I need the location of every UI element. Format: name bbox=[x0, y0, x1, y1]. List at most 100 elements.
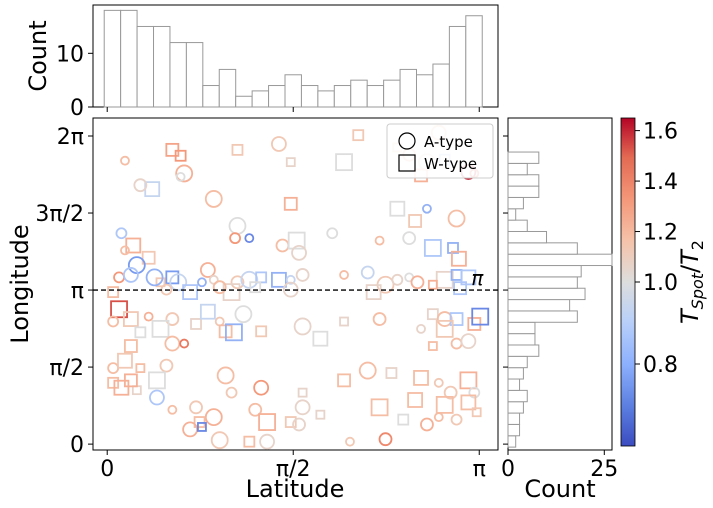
right-histogram-bar bbox=[507, 378, 521, 391]
scatter-point-a-type bbox=[253, 379, 270, 396]
top-histogram-bar bbox=[366, 85, 385, 108]
top-histogram-ylabel: Count bbox=[24, 20, 52, 91]
scatter-frame bbox=[92, 117, 499, 451]
scatter-point-a-type bbox=[122, 267, 139, 283]
scatter-point-a-type bbox=[447, 209, 466, 228]
scatter-point-a-type bbox=[189, 400, 203, 415]
scatter-point-w-type bbox=[426, 308, 439, 321]
scatter-point-w-type bbox=[460, 394, 477, 411]
scatter-point-w-type bbox=[297, 387, 308, 398]
scatter-point-w-type bbox=[249, 281, 262, 294]
y-tick-label: 2π bbox=[57, 125, 84, 150]
right-histogram-bar bbox=[507, 355, 528, 369]
scatter-point-a-type bbox=[229, 232, 242, 245]
scatter-point-w-type bbox=[148, 371, 166, 390]
top-histogram-bar bbox=[235, 95, 253, 108]
scatter-point-w-type bbox=[449, 312, 464, 326]
right-histogram: 0 25 Count bbox=[501, 117, 618, 503]
scatter-point-a-type bbox=[293, 317, 312, 336]
colorbar-label: TSpot/T2 bbox=[676, 240, 707, 324]
top-histogram-bar bbox=[415, 74, 434, 108]
scatter-point-a-type bbox=[275, 238, 290, 253]
scatter-point-a-type bbox=[374, 235, 385, 246]
top-y-tick-label: 0 bbox=[70, 96, 84, 121]
scatter-point-a-type bbox=[204, 408, 223, 427]
right-histogram-bar bbox=[507, 230, 548, 244]
scatter-point-a-type bbox=[345, 436, 355, 447]
top-histogram-bar bbox=[448, 25, 467, 108]
legend: A-type W-type bbox=[386, 123, 494, 179]
scatter-point-w-type bbox=[113, 379, 130, 396]
scatter-point-a-type bbox=[120, 245, 130, 256]
scatter-point-w-type bbox=[287, 231, 306, 250]
scatter-point-w-type bbox=[107, 286, 120, 298]
scatter-point-a-type bbox=[460, 333, 477, 350]
scatter-point-a-type bbox=[422, 203, 432, 214]
scatter-point-w-type bbox=[258, 413, 276, 431]
scatter-point-a-type bbox=[259, 433, 275, 450]
scatter-point-w-type bbox=[144, 181, 161, 198]
top-histogram-bar bbox=[268, 85, 286, 108]
scatter-point-w-type bbox=[370, 398, 389, 417]
right-histogram-bar bbox=[507, 310, 578, 323]
scatter-point-a-type bbox=[450, 413, 463, 426]
top-histogram-bar bbox=[333, 85, 352, 108]
legend-box bbox=[386, 123, 494, 179]
scatter-point-w-type bbox=[255, 271, 268, 284]
y-tick-label: π/2 bbox=[49, 356, 84, 381]
scatter-point-w-type bbox=[408, 214, 423, 228]
scatter-point-w-type bbox=[110, 300, 128, 319]
scatter-point-a-type bbox=[225, 386, 238, 399]
scatter-point-a-type bbox=[443, 385, 458, 400]
scatter-point-w-type bbox=[283, 196, 298, 211]
legend-square-marker bbox=[398, 154, 416, 172]
pi-reference-label: π bbox=[471, 266, 484, 290]
scatter-point-w-type bbox=[243, 435, 256, 448]
scatter-point-a-type bbox=[182, 421, 199, 438]
right-histogram-bar bbox=[507, 185, 540, 198]
scatter-point-w-type bbox=[451, 250, 467, 267]
scatter-point-w-type bbox=[427, 341, 438, 351]
scatter-point-a-type bbox=[433, 412, 444, 423]
right-histogram-bar bbox=[507, 287, 586, 301]
scatter-point-a-type bbox=[292, 417, 306, 432]
top-y-tick-label: 10 bbox=[56, 42, 84, 67]
right-x-tick-label: 25 bbox=[590, 457, 618, 482]
scatter-point-w-type bbox=[123, 339, 138, 353]
scatter-point-w-type bbox=[407, 392, 424, 408]
top-histogram-bar bbox=[218, 68, 237, 108]
colorbar-tick-label: 0.8 bbox=[643, 353, 678, 378]
colorbar: 0.8 1.0 1.2 1.4 1.6 TSpot/T2 bbox=[620, 117, 707, 447]
legend-circle-marker bbox=[398, 132, 416, 150]
scatter-point-a-type bbox=[133, 178, 148, 193]
top-histogram-bar bbox=[317, 90, 335, 108]
scatter-panel: π 0 π/2 π 0 π/2 π 3π/2 2π Latitude Longitude A… bbox=[6, 117, 499, 503]
scatter-point-a-type bbox=[372, 312, 387, 326]
scatter-point-a-type bbox=[339, 270, 349, 280]
right-histogram-bar bbox=[507, 333, 536, 346]
scatter-point-w-type bbox=[285, 157, 296, 168]
top-histogram-bar bbox=[300, 85, 319, 108]
scatter-point-a-type bbox=[214, 316, 225, 327]
scatter-point-w-type bbox=[165, 270, 180, 285]
right-histogram-bar bbox=[507, 299, 571, 312]
top-histogram-bar bbox=[153, 25, 171, 108]
scatter-point-w-type bbox=[134, 326, 147, 339]
y-tick-label: 0 bbox=[70, 433, 84, 458]
top-histogram-bar bbox=[432, 63, 450, 108]
scatter-point-w-type bbox=[107, 376, 120, 389]
scatter-point-a-type bbox=[230, 275, 245, 290]
colorbar-gradient bbox=[620, 117, 636, 447]
right-histogram-bar bbox=[507, 253, 613, 267]
scatter-point-a-type bbox=[204, 190, 223, 208]
scatter-point-a-type bbox=[433, 377, 444, 388]
scatter-point-a-type bbox=[244, 233, 255, 244]
right-histogram-bar bbox=[507, 219, 528, 232]
colorbar-tick-label: 1.6 bbox=[643, 120, 678, 145]
scatter-point-a-type bbox=[113, 271, 125, 284]
scatter-point-w-type bbox=[352, 129, 365, 142]
scatter-point-a-type bbox=[228, 216, 247, 235]
scatter-point-a-type bbox=[291, 244, 307, 261]
scatter-point-w-type bbox=[435, 395, 454, 414]
top-histogram-bar bbox=[399, 68, 417, 108]
